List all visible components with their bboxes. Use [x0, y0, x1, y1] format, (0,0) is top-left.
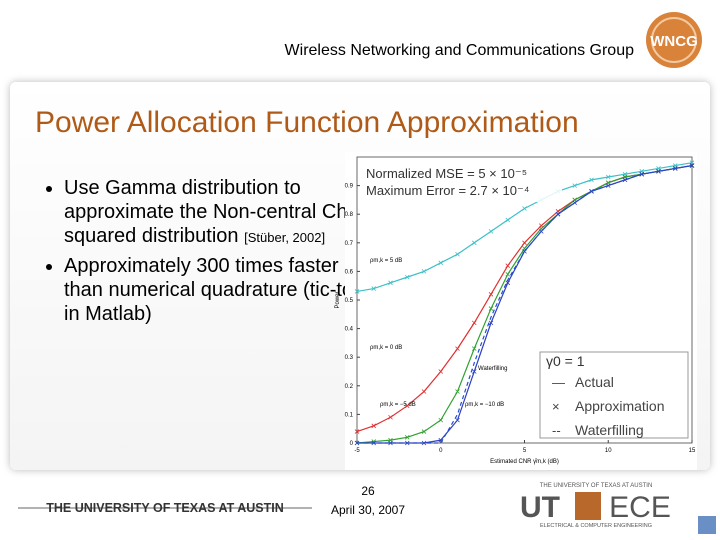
- approx-marker: [455, 389, 460, 394]
- approx-marker: [421, 429, 427, 434]
- approx-marker: [505, 271, 511, 277]
- approx-marker: [488, 291, 494, 297]
- approx-marker: [388, 440, 393, 446]
- approx-marker: [522, 206, 527, 211]
- x-tick-label: 15: [689, 448, 696, 454]
- x-tick-label: 10: [605, 448, 612, 454]
- legend-entry: Approximation: [575, 398, 665, 414]
- legend-entry: Waterfilling: [575, 422, 644, 438]
- y-tick-label: 0.6: [345, 269, 354, 275]
- university-logo: THE UNIVERSITY OF TEXAS AT AUSTIN: [46, 501, 284, 515]
- approx-marker: [438, 417, 444, 423]
- y-tick-label: 0.5: [345, 298, 354, 304]
- bullet: Approximately 300 times faster than nume…: [64, 254, 364, 326]
- curve-label: ρm,k = −5 dB: [380, 402, 416, 408]
- x-tick-label: -5: [354, 448, 360, 454]
- page-number: 26: [361, 484, 375, 498]
- ece-emblem: [575, 492, 601, 520]
- approx-marker: [488, 320, 494, 326]
- curve-label: ρm,k = 0 dB: [370, 345, 402, 351]
- approx-marker: [656, 169, 661, 174]
- y-tick-label: 0.7: [345, 241, 354, 247]
- approx-marker: [404, 274, 410, 280]
- approx-marker: [371, 423, 377, 429]
- y-tick-label: 0.8: [345, 212, 354, 218]
- x-tick-label: 5: [523, 448, 527, 454]
- curve-label: ρm,k = −10 dB: [465, 402, 504, 408]
- curve-label: Waterfilling: [478, 366, 507, 372]
- y-tick-label: 0.9: [345, 184, 354, 190]
- ece-bottom: ELECTRICAL & COMPUTER ENGINEERING: [540, 523, 652, 529]
- annotation: Normalized MSE = 5 × 10⁻⁵: [366, 166, 527, 181]
- legend-entry: Actual: [575, 374, 614, 390]
- y-axis-label: Power: [335, 291, 341, 308]
- header-text: Wireless Networking and Communications G…: [284, 42, 634, 59]
- bullet-list: Use Gamma distribution to approximate th…: [30, 176, 364, 330]
- approx-marker: [471, 346, 477, 351]
- wncg-ring: [651, 17, 697, 63]
- legend-symbol: —: [552, 375, 565, 390]
- y-tick-label: 0: [350, 441, 354, 447]
- approx-marker: [371, 286, 377, 291]
- wncg-logo: [646, 12, 702, 68]
- y-tick-label: 0.1: [345, 412, 354, 418]
- approx-marker: [689, 163, 695, 168]
- approx-marker: [438, 260, 444, 266]
- approx-marker: [354, 429, 360, 434]
- legend-title: γ0 = 1: [546, 353, 585, 369]
- ece-ece: ECE: [609, 491, 671, 524]
- ece-ut: UT: [520, 491, 560, 524]
- approx-marker: [404, 403, 410, 409]
- curve-label: ρm,k = 5 dB: [370, 258, 402, 264]
- legend-box: [539, 351, 689, 439]
- approx-marker: [471, 369, 477, 374]
- approx-marker: [488, 306, 494, 311]
- x-tick-label: 0: [439, 448, 443, 454]
- approx-marker: [388, 414, 393, 420]
- bullet-text: Approximately 300 times faster than nume…: [64, 255, 364, 325]
- slide-title: Power Allocation Function Approximation: [35, 106, 579, 139]
- x-axis-label: Estimated CNR γ̄m,k (dB): [490, 459, 559, 465]
- date: April 30, 2007: [330, 503, 406, 517]
- approx-marker: [455, 417, 460, 423]
- approx-marker: [421, 389, 427, 394]
- approx-marker: [488, 229, 494, 234]
- bullet-text: Use Gamma distribution to approximate th…: [64, 177, 359, 247]
- ece-top: THE UNIVERSITY OF TEXAS AT AUSTIN: [540, 483, 653, 489]
- annotation: Maximum Error = 2.7 × 10⁻⁴: [366, 183, 529, 198]
- y-tick-label: 0.3: [345, 355, 354, 361]
- approx-marker: [589, 189, 594, 194]
- approx-marker: [354, 289, 360, 294]
- y-tick-label: 0.2: [345, 384, 354, 390]
- approx-marker: [505, 263, 511, 268]
- approx-marker: [505, 217, 511, 223]
- citation: [Stüber, 2002]: [244, 230, 326, 245]
- legend-symbol: --: [552, 423, 561, 438]
- nav-icon[interactable]: [698, 516, 716, 534]
- approx-marker: [505, 280, 511, 286]
- approx-marker: [471, 320, 477, 326]
- approx-marker: [421, 269, 427, 274]
- wncg-text: WNCG: [650, 33, 698, 50]
- approx-marker: [605, 174, 611, 180]
- approx-marker: [455, 346, 460, 351]
- approx-marker: [404, 434, 410, 440]
- approx-marker: [438, 369, 444, 374]
- approx-marker: [388, 280, 393, 286]
- approx-marker: [622, 177, 628, 183]
- approx-marker: [572, 183, 578, 188]
- y-tick-label: 0.4: [345, 327, 354, 333]
- approx-marker: [522, 240, 527, 246]
- legend-symbol: ×: [552, 399, 560, 414]
- approx-marker: [589, 177, 594, 183]
- approx-marker: [471, 240, 477, 246]
- bullet: Use Gamma distribution to approximate th…: [64, 176, 364, 250]
- annotation-box: [362, 162, 562, 202]
- approx-marker: [455, 251, 460, 257]
